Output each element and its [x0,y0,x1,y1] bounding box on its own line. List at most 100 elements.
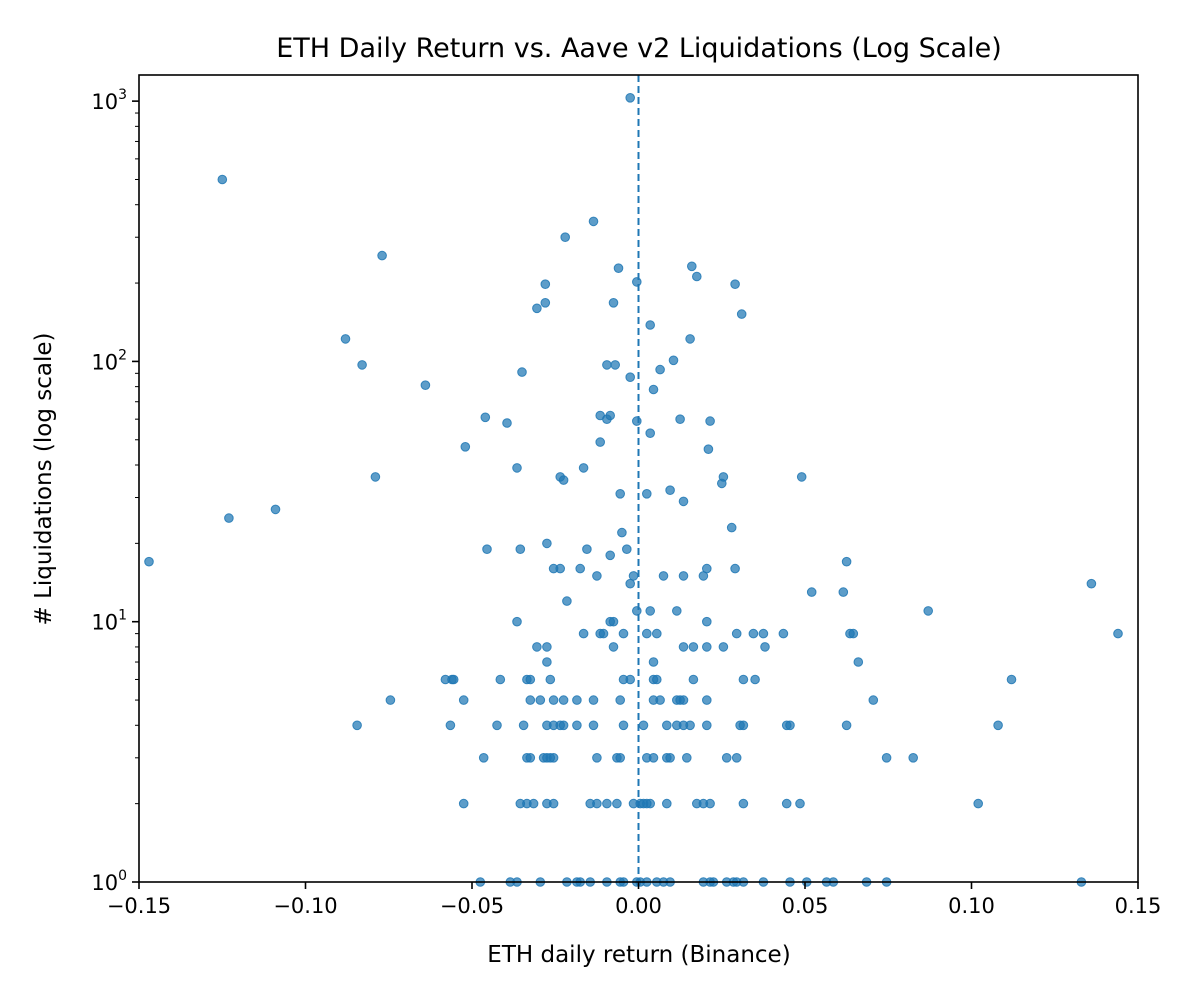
data-point [648,657,659,667]
data-point [721,753,732,763]
data-point [562,596,572,606]
data-point [617,527,627,538]
data-point [542,642,552,652]
data-point [512,616,522,627]
data-point [748,628,759,639]
data-point [548,798,559,809]
data-point [532,303,542,314]
data-point [648,384,659,395]
data-point [688,674,699,685]
data-point [582,544,592,555]
data-point [622,544,632,555]
data-point [458,695,469,705]
data-point [548,695,559,705]
data-point [692,271,702,282]
data-point [460,442,471,452]
data-point [675,414,685,425]
data-point [558,695,569,705]
data-point [730,563,740,574]
y-tick-label: 100 [91,868,127,895]
x-tick-label: 0.05 [782,894,829,918]
data-point [610,360,621,370]
data-point [542,657,552,667]
data-point [588,695,599,705]
data-point [615,695,626,705]
data-point [665,753,675,763]
x-tick-label: 0.00 [615,894,662,918]
x-tick-label: 0.15 [1115,894,1162,918]
data-points [144,93,1123,887]
data-point [841,720,852,731]
data-point [705,798,715,809]
data-point [632,416,642,426]
data-point [678,642,689,652]
data-point [662,720,672,731]
data-point [652,628,662,639]
data-point [625,372,636,383]
data-point [648,753,659,763]
data-point [688,642,699,652]
data-point [662,798,672,809]
data-point [480,412,491,423]
data-point [881,753,892,763]
data-point [738,674,749,685]
data-point [588,216,599,227]
data-point [575,563,586,574]
data-point [572,720,582,731]
data-point [540,298,551,308]
data-point [495,674,506,685]
data-point [796,472,807,482]
data-point [778,628,789,639]
data-point [731,628,742,639]
plot-area [138,74,1139,887]
data-point [642,489,652,499]
data-point [458,798,469,809]
data-point [1086,578,1097,589]
data-point [655,695,665,705]
data-point [698,571,709,581]
data-point [540,279,551,290]
data-point [445,720,456,731]
data-point [535,695,546,705]
data-point [672,606,682,616]
data-point [806,587,817,597]
data-point [726,522,737,533]
chart-title: ETH Daily Return vs. Aave v2 Liquidation… [276,33,1002,64]
data-point [352,720,362,731]
data-point [502,418,512,428]
data-point [908,753,919,763]
data-point [517,367,527,377]
data-point [525,695,536,705]
data-point [478,753,489,763]
data-point [738,720,749,731]
data-point [848,628,859,639]
data-point [682,753,692,763]
data-point [838,587,849,597]
data-point [615,753,626,763]
data-point [385,695,396,705]
y-tick-label: 102 [91,347,127,374]
data-point [608,642,619,652]
data-point [592,753,602,763]
data-point [703,444,714,455]
data-point [760,642,770,652]
data-point [678,496,689,507]
data-point [608,298,619,308]
data-point [595,437,606,447]
data-point [525,753,536,763]
data-point [687,261,697,272]
data-point [705,416,715,426]
data-point [632,606,642,616]
data-point [525,674,536,685]
data-point [592,571,602,581]
data-point [668,355,679,366]
data-point [515,544,526,555]
data-point [532,642,542,652]
data-point [731,753,742,763]
data-point [628,571,639,581]
data-point [973,798,984,809]
data-point [370,472,381,482]
data-point [750,674,760,685]
data-point [357,360,367,370]
data-point [270,504,281,515]
